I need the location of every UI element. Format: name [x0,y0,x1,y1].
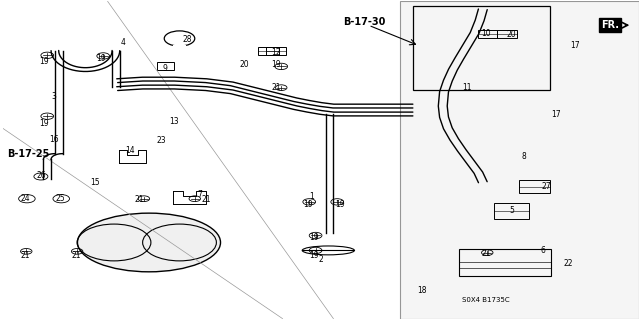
Bar [497,30,516,38]
Bar [400,1,639,319]
Text: 19: 19 [310,233,319,242]
Text: 20: 20 [507,30,516,39]
Text: 17: 17 [570,41,580,50]
Bar [266,47,286,54]
Text: 14: 14 [125,146,135,155]
Text: B-17-25: B-17-25 [7,149,49,159]
Text: 17: 17 [551,109,561,118]
Text: 5: 5 [509,206,514,215]
Text: 3: 3 [51,92,56,101]
Bar [259,47,278,54]
Text: 21: 21 [481,249,491,258]
Text: 22: 22 [564,259,573,268]
Text: 19: 19 [271,60,281,69]
Text: 19: 19 [310,251,319,260]
Text: 25: 25 [55,194,65,203]
Text: 10: 10 [481,28,491,38]
Text: 24: 24 [20,194,30,203]
Text: 21: 21 [20,251,29,260]
Text: 11: 11 [462,83,472,92]
Text: 28: 28 [182,35,192,44]
Text: 19: 19 [303,200,313,209]
Text: 1: 1 [308,192,314,201]
Text: 15: 15 [90,178,100,187]
Text: FR.: FR. [601,20,619,30]
Bar [478,30,497,38]
Text: 9: 9 [163,63,167,73]
Text: 19: 19 [97,54,106,63]
Text: 21: 21 [202,195,211,204]
Text: 8: 8 [522,152,527,161]
Text: 21: 21 [134,195,144,204]
Text: 18: 18 [418,285,427,295]
Text: 12: 12 [271,48,281,57]
Bar [519,180,550,193]
Text: 13: 13 [170,117,179,126]
Bar [413,6,550,90]
Text: 19: 19 [335,200,344,209]
Text: B-17-30: B-17-30 [343,17,385,27]
Text: 19: 19 [39,119,49,128]
Text: 21: 21 [271,83,281,92]
Text: 4: 4 [121,38,126,47]
Ellipse shape [77,213,221,272]
Text: 7: 7 [197,190,202,199]
Text: 20: 20 [239,60,249,69]
Text: 21: 21 [71,251,81,260]
Text: 23: 23 [157,136,166,146]
Text: S0X4 B1735C: S0X4 B1735C [462,297,510,303]
Bar [493,204,529,219]
Bar [157,62,175,70]
Text: 27: 27 [541,182,551,191]
Text: 16: 16 [49,135,58,144]
Text: 19: 19 [39,57,49,66]
Text: 26: 26 [36,172,45,180]
Text: 6: 6 [541,246,546,255]
Bar [460,249,552,276]
Text: 2: 2 [318,255,323,264]
